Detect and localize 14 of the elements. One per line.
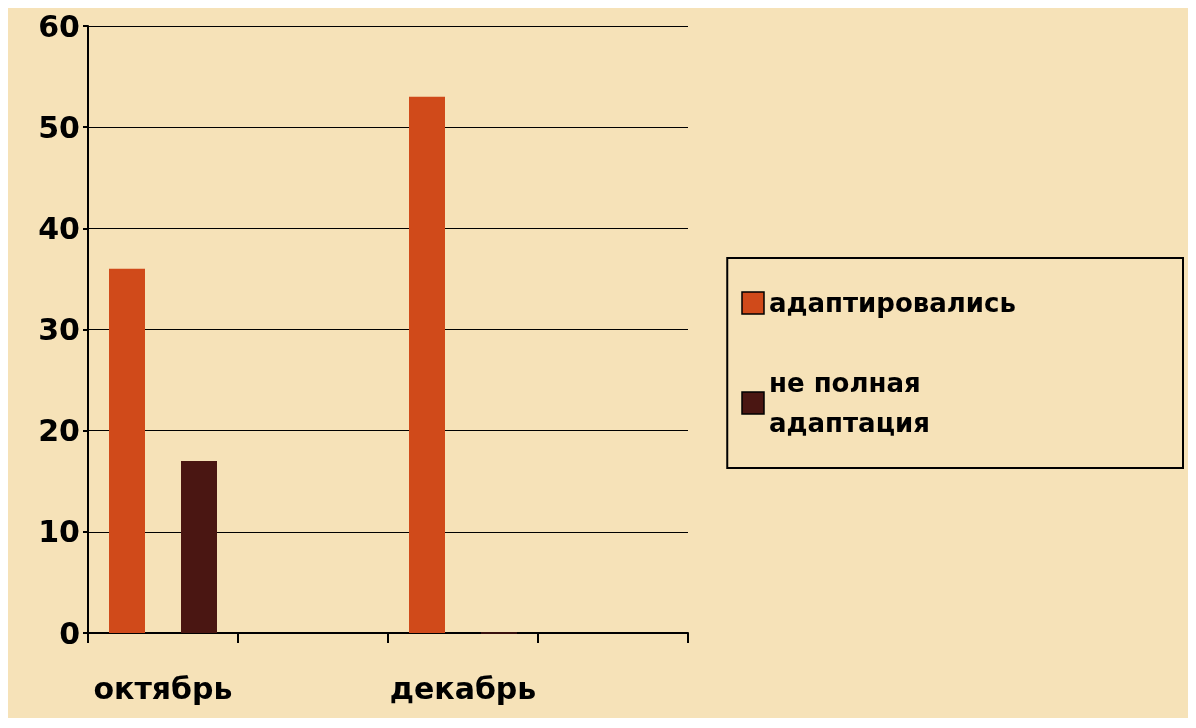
y-tick-label: 30	[38, 312, 80, 347]
y-tick-label: 40	[38, 210, 80, 246]
x-tick-label: декабрь	[389, 670, 537, 706]
legend-label: адаптировались	[769, 288, 1016, 318]
y-tick-label: 20	[38, 413, 80, 449]
bar	[109, 268, 145, 633]
y-tick-label: 10	[38, 514, 80, 550]
y-tick-label: 60	[38, 8, 80, 44]
bar	[181, 461, 217, 633]
x-tick-label: октябрь	[93, 670, 233, 706]
y-tick-label: 50	[38, 109, 80, 145]
bar	[409, 96, 445, 633]
legend-label: не полная адаптация	[769, 368, 930, 438]
y-tick-label: 0	[59, 615, 80, 651]
